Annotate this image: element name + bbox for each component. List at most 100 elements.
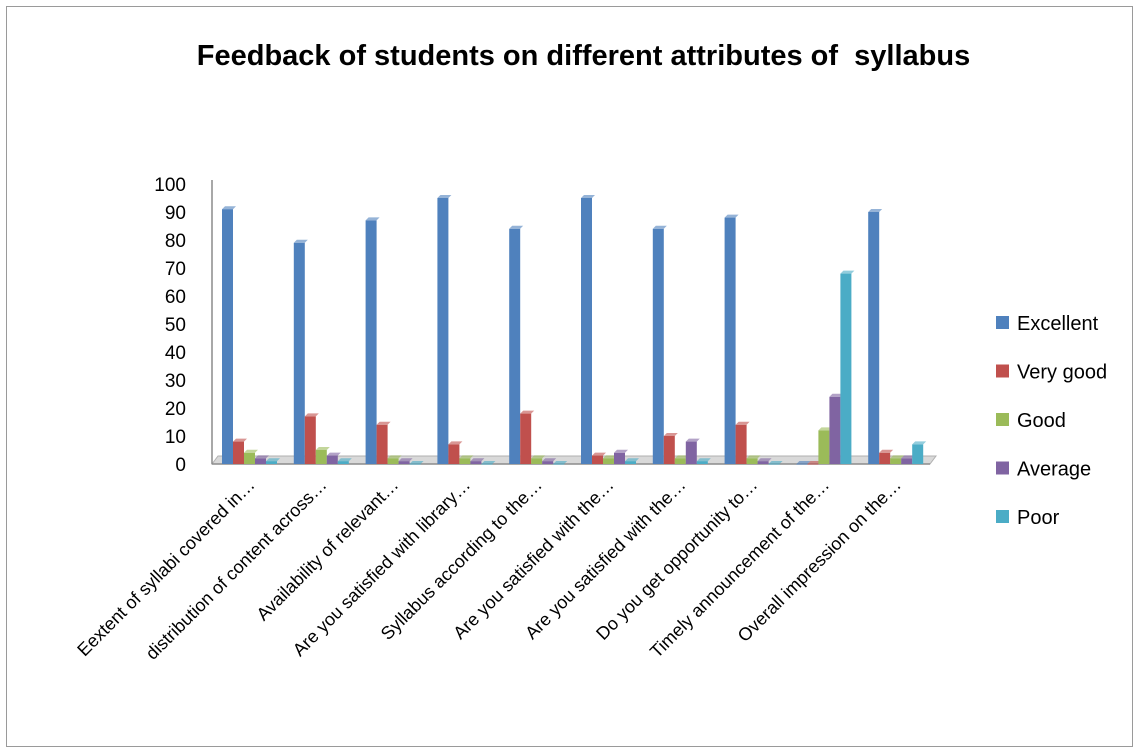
- y-tick-label: 10: [165, 427, 186, 448]
- legend: Excellent Very good Good Average Poor: [996, 313, 1107, 529]
- bar: [509, 228, 521, 464]
- legend-swatch: [996, 510, 1009, 523]
- legend-label: Very good: [1017, 362, 1107, 384]
- bar: [796, 464, 808, 465]
- bar-top: [459, 455, 474, 459]
- bar: [376, 424, 388, 464]
- category-labels: Eextent of syllabi covered in…distributi…: [73, 475, 905, 664]
- bar: [553, 464, 565, 465]
- bar: [746, 458, 758, 464]
- bar-top: [818, 427, 833, 431]
- bar: [581, 198, 592, 464]
- bar-top: [768, 461, 783, 464]
- bar-top: [603, 455, 617, 459]
- bar-top: [674, 455, 689, 459]
- bar: [365, 220, 377, 464]
- bar-top: [757, 458, 772, 462]
- bar-top: [553, 461, 568, 464]
- bar: [807, 464, 819, 465]
- bar-top: [807, 461, 822, 464]
- bar: [233, 441, 244, 464]
- bar: [437, 198, 449, 464]
- bar: [293, 242, 305, 464]
- legend-label: Excellent: [1017, 313, 1099, 335]
- bar-top: [796, 461, 811, 464]
- bar-top: [293, 239, 308, 243]
- bar: [685, 441, 697, 464]
- bar: [398, 461, 410, 464]
- bar-top: [337, 458, 352, 462]
- bar: [448, 444, 460, 464]
- bar-top: [470, 458, 485, 462]
- bar-top: [481, 461, 496, 464]
- bar: [315, 450, 327, 464]
- bar: [696, 461, 708, 464]
- y-tick-label: 90: [165, 203, 186, 224]
- bar-top: [222, 206, 236, 210]
- bar: [337, 461, 349, 464]
- bar: [890, 458, 902, 464]
- legend-swatch: [996, 413, 1009, 426]
- bar: [614, 452, 625, 464]
- bar-top: [840, 270, 855, 274]
- bar-top: [315, 447, 330, 450]
- bar-top: [868, 209, 883, 212]
- bar: [481, 464, 493, 465]
- bar: [244, 452, 255, 464]
- bar-top: [829, 393, 844, 397]
- bar: [304, 416, 316, 464]
- chart-frame: [6, 6, 1133, 747]
- bar-top: [326, 452, 341, 456]
- y-tick-label: 0: [175, 455, 186, 476]
- legend-label: Good: [1017, 410, 1066, 432]
- bar: [531, 458, 543, 464]
- bar: [674, 458, 686, 464]
- bar: [520, 413, 532, 464]
- bar: [387, 458, 399, 464]
- bar: [868, 212, 880, 464]
- bar-top: [531, 455, 546, 459]
- bar-top: [581, 195, 595, 198]
- bar-top: [365, 217, 380, 221]
- y-tick-label: 100: [154, 175, 186, 196]
- bar-top: [437, 195, 452, 198]
- bar: [652, 228, 664, 464]
- bar: [768, 464, 780, 465]
- bar-top: [244, 449, 258, 453]
- bar: [724, 217, 736, 464]
- bar-top: [746, 455, 761, 459]
- bar-top: [625, 458, 639, 462]
- legend-swatch: [996, 364, 1009, 378]
- bar: [470, 461, 482, 464]
- bar: [663, 436, 675, 464]
- y-tick-label: 60: [165, 287, 186, 308]
- bar: [592, 455, 603, 464]
- y-tick-label: 40: [165, 343, 186, 364]
- y-tick-label: 50: [165, 315, 186, 336]
- bar-top: [614, 449, 628, 453]
- bar-top: [901, 455, 916, 459]
- bar-top: [520, 410, 535, 414]
- bar-top: [255, 455, 269, 459]
- bar-top: [509, 225, 524, 229]
- bar-top: [304, 413, 319, 417]
- y-tick-label: 80: [165, 231, 186, 252]
- legend-label: Poor: [1017, 507, 1060, 529]
- bar-top: [652, 225, 667, 229]
- bar: [625, 461, 636, 464]
- bar-top: [696, 458, 711, 462]
- bar-top: [592, 452, 606, 456]
- legend-swatch: [996, 316, 1009, 329]
- bar: [542, 461, 554, 464]
- bar: [879, 452, 891, 464]
- bar-top: [663, 433, 678, 436]
- bar-top: [542, 458, 557, 462]
- bar-top: [387, 455, 402, 459]
- bar: [829, 396, 841, 464]
- bar: [901, 458, 913, 464]
- bar-top: [448, 441, 463, 445]
- bar-top: [233, 438, 247, 442]
- bar: [222, 209, 233, 464]
- bar-top: [912, 441, 927, 445]
